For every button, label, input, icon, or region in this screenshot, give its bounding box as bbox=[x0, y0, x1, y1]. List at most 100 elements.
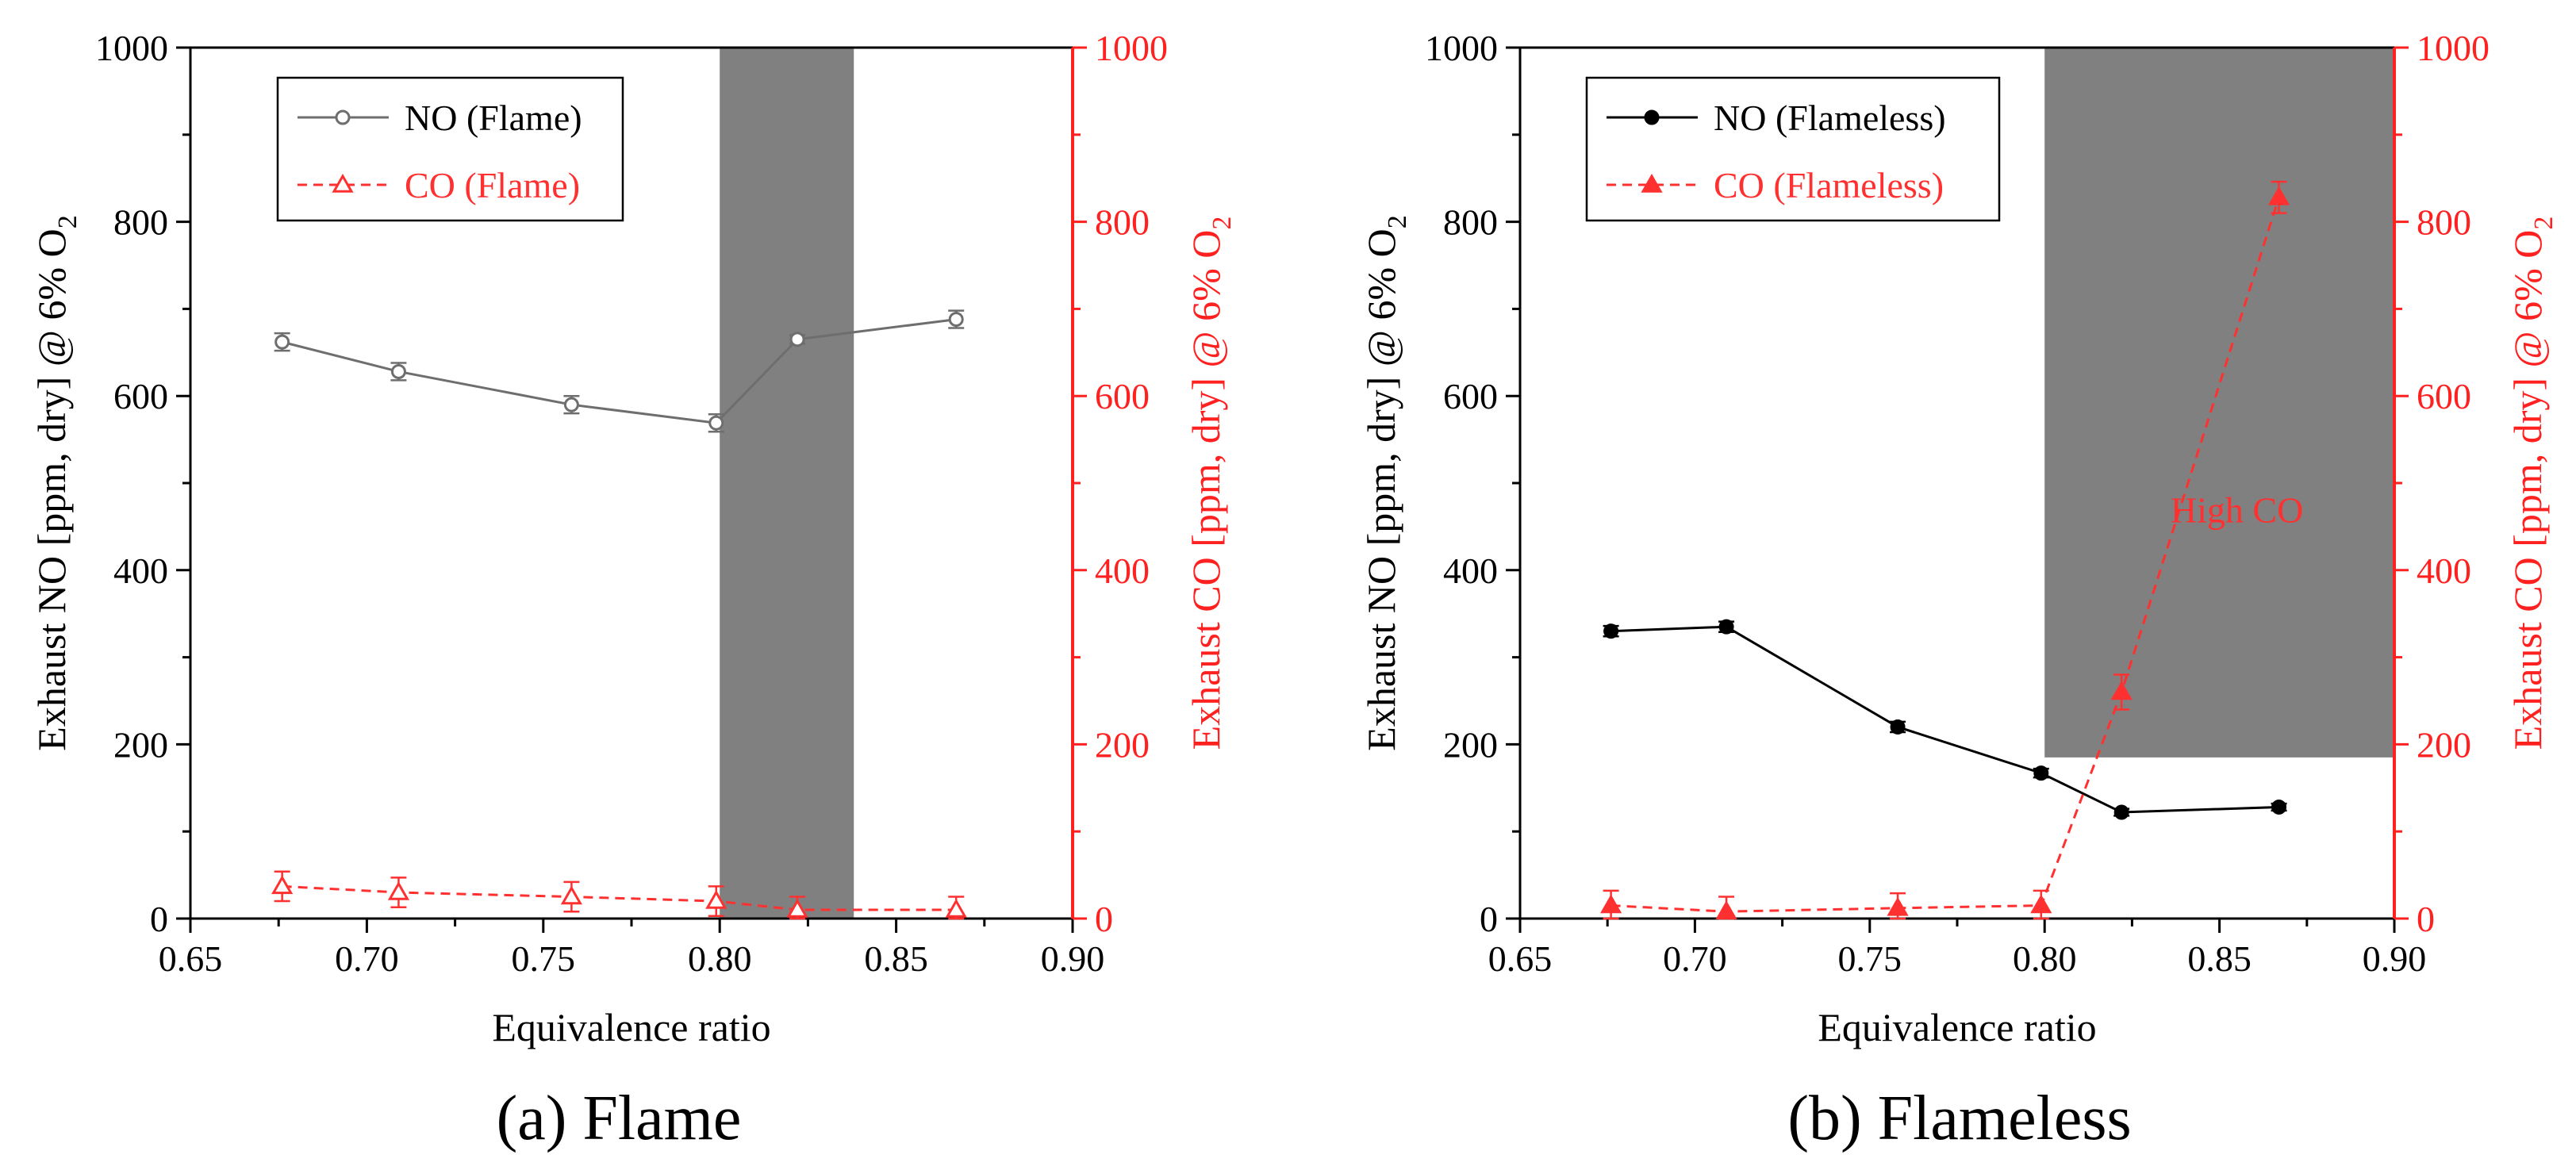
data-point bbox=[387, 881, 410, 900]
y-tick-label-left: 600 bbox=[113, 376, 168, 416]
legend-box bbox=[276, 76, 624, 222]
legend-label: CO (Flame) bbox=[405, 165, 580, 205]
data-point bbox=[2030, 894, 2052, 914]
y-tick-label-left: 200 bbox=[1443, 724, 1498, 765]
y-axis-label-right: Exhaust CO [ppm, dry] @ 6% O2 bbox=[2505, 217, 2559, 750]
data-point bbox=[708, 415, 724, 431]
x-tick-label: 0.90 bbox=[1041, 938, 1105, 979]
x-tick-label: 0.85 bbox=[2187, 938, 2252, 979]
shaded-region bbox=[2044, 48, 2394, 758]
x-tick-label: 0.65 bbox=[1488, 938, 1553, 979]
legend-marker bbox=[332, 173, 354, 193]
data-point bbox=[390, 363, 406, 379]
data-point bbox=[2267, 186, 2290, 205]
y-axis-label-left-sub: 2 bbox=[53, 215, 83, 228]
y-tick-label-right: 400 bbox=[2417, 550, 2471, 591]
y-tick-label-left: 800 bbox=[1443, 202, 1498, 243]
y-axis-label-left-text: Exhaust NO [ppm, dry] @ 6% O bbox=[1359, 228, 1403, 750]
legend-label: NO (Flameless) bbox=[1714, 98, 1946, 138]
shaded-region bbox=[720, 48, 854, 919]
y-axis-label-right-text: Exhaust CO [ppm, dry] @ 6% O bbox=[1184, 230, 1228, 750]
data-point bbox=[560, 885, 582, 905]
y-tick-label-right: 200 bbox=[2417, 724, 2471, 765]
panel-caption: (b) Flameless bbox=[1787, 1084, 2131, 1153]
data-point bbox=[786, 898, 808, 918]
data-point bbox=[789, 332, 805, 347]
data-point bbox=[1887, 896, 1909, 916]
y-axis-label-right: Exhaust CO [ppm, dry] @ 6% O2 bbox=[1184, 217, 1237, 750]
x-tick-label: 0.90 bbox=[2363, 938, 2427, 979]
y-tick-label-right: 800 bbox=[1095, 202, 1150, 243]
series-no bbox=[274, 309, 965, 433]
legend-label: CO (Flameless) bbox=[1714, 165, 1944, 205]
y-tick-label-left: 400 bbox=[113, 550, 168, 591]
x-tick-label: 0.70 bbox=[1663, 938, 1727, 979]
data-point bbox=[1715, 900, 1737, 919]
data-point bbox=[2271, 799, 2287, 815]
legend-label: NO (Flame) bbox=[405, 98, 582, 138]
y-axis-label-left-text: Exhaust NO [ppm, dry] @ 6% O bbox=[29, 228, 74, 750]
y-tick-label-right: 1000 bbox=[1095, 28, 1168, 68]
legend: NO (Flameless) CO (Flameless) bbox=[1585, 76, 2001, 222]
legend-marker bbox=[1644, 109, 1660, 125]
series-line bbox=[1610, 197, 2280, 913]
series-line bbox=[282, 318, 957, 424]
y-tick-label-left: 800 bbox=[113, 202, 168, 243]
y-tick-label-right: 0 bbox=[1095, 899, 1113, 939]
legend: NO (Flame) CO (Flame) bbox=[276, 76, 624, 222]
x-axis-label: Equivalence ratio bbox=[492, 1005, 770, 1049]
data-point bbox=[2110, 681, 2133, 700]
y-axis-label-left: Exhaust NO [ppm, dry] @ 6% O2 bbox=[29, 215, 83, 750]
y-tick-label-left: 200 bbox=[113, 724, 168, 765]
y-axis-label-right-text: Exhaust CO [ppm, dry] @ 6% O bbox=[2505, 230, 2550, 750]
legend-box bbox=[1585, 76, 2001, 222]
x-tick-label: 0.70 bbox=[335, 938, 399, 979]
data-point bbox=[948, 312, 964, 328]
data-point bbox=[945, 898, 967, 918]
data-point bbox=[1718, 619, 1734, 635]
y-axis-label-left-sub: 2 bbox=[1383, 215, 1412, 228]
series-line bbox=[1610, 625, 2279, 814]
y-tick-label-right: 600 bbox=[2417, 376, 2471, 416]
y-tick-label-left: 600 bbox=[1443, 376, 1498, 416]
data-point bbox=[2033, 765, 2049, 781]
x-tick-label: 0.80 bbox=[2013, 938, 2077, 979]
y-tick-label-left: 1000 bbox=[95, 28, 168, 68]
data-point bbox=[274, 334, 290, 350]
x-tick-label: 0.65 bbox=[159, 938, 223, 979]
y-tick-label-left: 0 bbox=[1480, 899, 1498, 939]
y-axis-label-right-sub: 2 bbox=[2529, 217, 2559, 230]
data-point bbox=[563, 397, 579, 412]
series-co bbox=[1600, 180, 2290, 920]
legend-marker bbox=[335, 109, 351, 125]
y-tick-label-right: 1000 bbox=[2417, 28, 2490, 68]
x-tick-label: 0.75 bbox=[1838, 938, 1902, 979]
series-co bbox=[271, 870, 967, 920]
y-tick-label-right: 800 bbox=[2417, 202, 2471, 243]
data-point bbox=[1890, 719, 1906, 735]
annotation-high-co: High CO bbox=[2171, 489, 2303, 530]
x-axis-label: Equivalence ratio bbox=[1818, 1005, 2096, 1049]
y-tick-label-right: 200 bbox=[1095, 724, 1150, 765]
y-tick-label-left: 400 bbox=[1443, 550, 1498, 591]
x-tick-label: 0.75 bbox=[512, 938, 576, 979]
series-line bbox=[282, 884, 957, 911]
legend-marker bbox=[1641, 173, 1663, 193]
y-axis-label-left: Exhaust NO [ppm, dry] @ 6% O2 bbox=[1359, 215, 1412, 750]
x-tick-label: 0.80 bbox=[688, 938, 752, 979]
panel-caption: (a) Flame bbox=[497, 1084, 742, 1153]
data-point bbox=[1600, 894, 1622, 914]
y-tick-label-right: 0 bbox=[2417, 899, 2435, 939]
data-point bbox=[2113, 804, 2129, 820]
data-point bbox=[271, 875, 294, 895]
data-point bbox=[705, 890, 727, 909]
y-tick-label-left: 0 bbox=[150, 899, 168, 939]
x-tick-label: 0.85 bbox=[864, 938, 928, 979]
y-tick-label-right: 400 bbox=[1095, 550, 1150, 591]
y-tick-label-left: 1000 bbox=[1425, 28, 1498, 68]
series-no bbox=[1603, 619, 2287, 820]
y-axis-label-right-sub: 2 bbox=[1207, 217, 1237, 230]
y-tick-label-right: 600 bbox=[1095, 376, 1150, 416]
